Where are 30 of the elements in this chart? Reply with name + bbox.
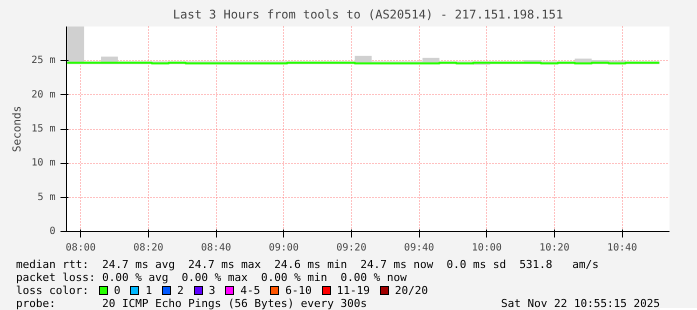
x-tick-label: 09:40 — [404, 242, 434, 254]
legend-label: 6-10 — [285, 284, 312, 297]
y-tick-label: 10 m — [31, 158, 56, 169]
legend-label: 3 — [208, 284, 216, 297]
y-axis-title: Seconds — [10, 106, 24, 152]
legend-label: 0 — [114, 284, 120, 297]
y-tick-label: 0 — [49, 226, 56, 237]
legend-label: 11-19 — [336, 284, 370, 297]
text: Sat Nov 22 10:55:15 2025 — [501, 297, 660, 310]
y-tick-label: 20 m — [31, 89, 56, 100]
legend-title: loss color: — [16, 284, 89, 297]
text: packet loss: 0.00 % avg 0.00 % max 0.00 % min 0.00 % now — [0, 271, 660, 284]
x-tick-label: 08:40 — [201, 242, 232, 254]
legend-label: 4-5 — [240, 284, 260, 297]
x-tick-label: 09:20 — [336, 242, 366, 254]
x-tick-label: 10:00 — [472, 242, 502, 254]
legend-label: 1 — [145, 284, 152, 297]
x-tick-label: 09:00 — [268, 242, 299, 254]
x-tick-label: 10:40 — [607, 242, 638, 254]
y-tick-label: 25 m — [31, 55, 56, 66]
legend-label: 20/20 — [394, 284, 428, 297]
text: median rtt: 24.7 ms avg 24.7 ms max 24.6 ms min 24.7 ms now 0.0 ms sd 531.8 am/s — [0, 258, 660, 271]
x-tick-label: 08:00 — [66, 242, 96, 254]
legend-label: 2 — [177, 284, 184, 297]
y-tick-label: 5 m — [37, 192, 56, 203]
x-tick-label: 08:20 — [133, 242, 164, 254]
chart-title: Last 3 Hours from tools to (AS20514) - 217.151.198.151 — [172, 8, 564, 22]
text: probe: 20 ICMP Echo Pings (56 Bytes) every 300s — [16, 297, 367, 310]
y-tick-label: 15 m — [31, 124, 56, 134]
x-tick-label: 10:20 — [539, 242, 570, 254]
